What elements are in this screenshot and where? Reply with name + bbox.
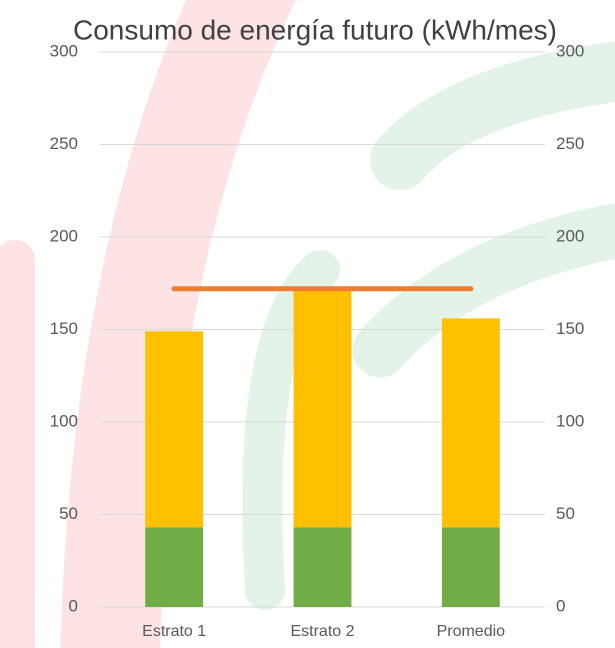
y2-tick-label: 100 bbox=[556, 411, 584, 430]
bar-segment bbox=[145, 527, 203, 607]
x-tick-label: Estrato 2 bbox=[290, 623, 354, 640]
y-tick-label: 250 bbox=[50, 134, 78, 153]
y-tick-label: 200 bbox=[50, 226, 78, 245]
y-tick-label: 100 bbox=[50, 411, 78, 430]
y2-tick-label: 250 bbox=[556, 134, 584, 153]
chart: Consumo de energía futuro (kWh/mes) 0 50 1… bbox=[0, 0, 615, 648]
y-tick-label: 0 bbox=[69, 596, 78, 615]
bar-segment bbox=[442, 527, 500, 607]
bar-segment bbox=[294, 287, 352, 528]
y2-tick-label: 200 bbox=[556, 226, 584, 245]
y2-tick-label: 150 bbox=[556, 319, 584, 338]
y-tick-label: 50 bbox=[59, 504, 78, 523]
y2-tick-label: 0 bbox=[556, 596, 565, 615]
chart-title: Consumo de energía futuro (kWh/mes) bbox=[73, 14, 557, 45]
y2-tick-label: 50 bbox=[556, 504, 575, 523]
bar-segment bbox=[442, 318, 500, 527]
y-tick-label: 300 bbox=[50, 41, 78, 60]
bar-segment bbox=[294, 527, 352, 607]
y2-tick-label: 300 bbox=[556, 41, 584, 60]
x-tick-label: Promedio bbox=[437, 623, 506, 640]
y-tick-label: 150 bbox=[50, 319, 78, 338]
x-tick-label: Estrato 1 bbox=[142, 623, 206, 640]
bar-segment bbox=[145, 331, 203, 527]
